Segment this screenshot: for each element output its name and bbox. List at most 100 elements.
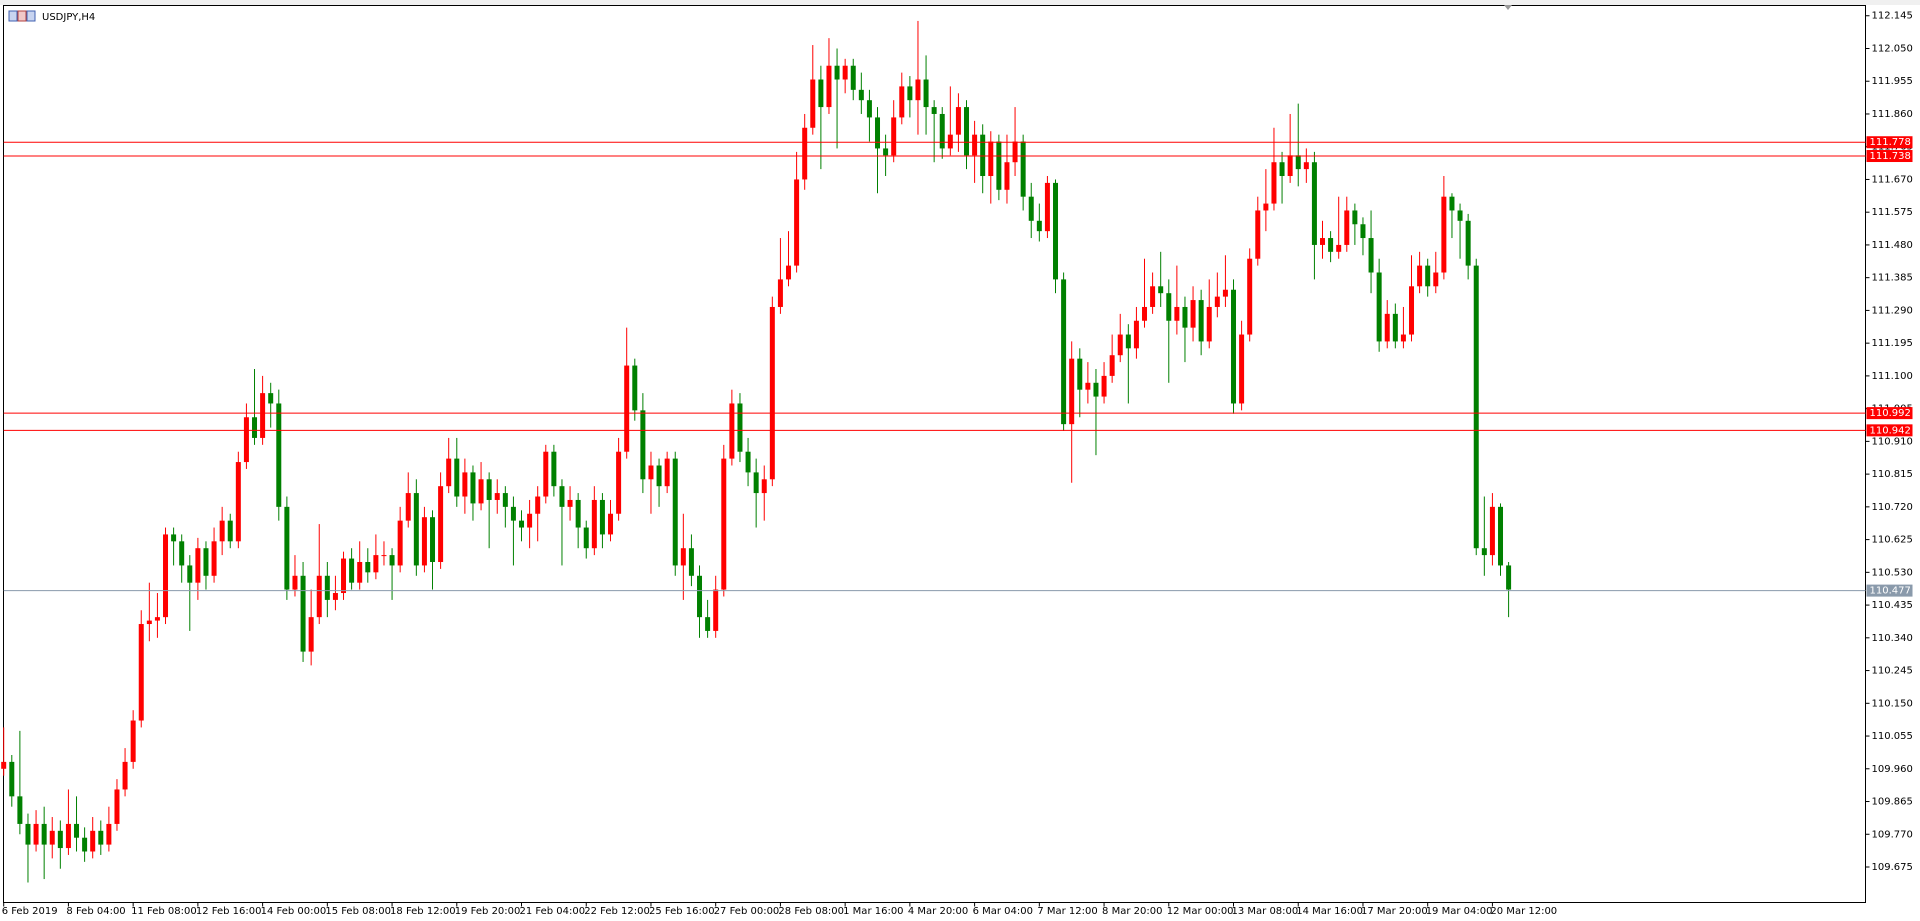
candle-body <box>575 499 581 528</box>
candle-body <box>17 796 23 824</box>
candle-body <box>947 134 953 149</box>
y-tick-label: 110.055 <box>1872 731 1913 742</box>
candle-body <box>57 830 63 849</box>
candle-body <box>324 575 330 600</box>
candle-body <box>1392 313 1398 342</box>
candle-body <box>850 65 856 90</box>
x-tick-label: 7 Mar 12:00 <box>1037 906 1097 917</box>
y-tick-label: 109.770 <box>1872 829 1913 840</box>
candle-body <box>656 465 662 487</box>
candle-body <box>1020 141 1026 197</box>
candle-body <box>1222 289 1228 297</box>
candle-body <box>33 823 39 845</box>
candle-body <box>438 486 444 562</box>
candle-body <box>842 65 848 80</box>
candle-body <box>923 79 929 108</box>
candle-body <box>454 458 460 497</box>
candle-body <box>1093 382 1099 397</box>
candle-body <box>664 458 670 487</box>
candle-body <box>276 403 282 507</box>
candle-body <box>349 558 355 583</box>
candle-body <box>891 117 897 156</box>
candle-body <box>1449 196 1455 211</box>
x-tick-label: 6 Feb 2019 <box>2 906 58 917</box>
candle-body <box>1465 220 1471 266</box>
candle-body <box>187 565 193 583</box>
y-tick-label: 111.955 <box>1872 76 1913 87</box>
x-tick-label: 14 Mar 16:00 <box>1296 906 1363 917</box>
candle-body <box>1125 334 1131 349</box>
candle-body <box>1101 375 1107 397</box>
y-tick-label: 110.625 <box>1872 535 1913 546</box>
candle-body <box>608 513 614 535</box>
candle-body <box>1368 238 1374 273</box>
candle-body <box>292 575 298 590</box>
candle-body <box>1028 196 1034 221</box>
candle-body <box>1158 286 1164 294</box>
y-tick-label: 109.865 <box>1872 797 1913 808</box>
level-line-label-bg <box>1866 407 1913 420</box>
candle-body <box>599 499 605 535</box>
candle-body <box>559 486 565 507</box>
y-tick-label: 111.670 <box>1872 174 1913 185</box>
x-tick-label: 12 Mar 00:00 <box>1167 906 1234 917</box>
candle-body <box>907 86 913 101</box>
candle-body <box>915 79 921 101</box>
current-price-line-label: 110.477 <box>1870 586 1911 597</box>
candle-body <box>268 393 274 404</box>
candle-body <box>972 134 978 156</box>
candle-body <box>430 517 436 562</box>
y-tick-label: 110.815 <box>1872 469 1913 480</box>
candle-body <box>486 479 492 500</box>
candle-body <box>138 624 144 721</box>
y-tick-label: 111.100 <box>1872 371 1913 382</box>
candle-body <box>1239 334 1245 404</box>
candle-body <box>1457 210 1463 221</box>
x-tick-label: 27 Feb 00:00 <box>714 906 780 917</box>
level-line-label: 111.738 <box>1870 151 1911 162</box>
candle-body <box>146 620 152 625</box>
candle-body <box>171 534 177 542</box>
y-tick-label: 110.720 <box>1872 502 1913 513</box>
candle-body <box>543 451 549 497</box>
y-tick-label: 111.575 <box>1872 207 1913 218</box>
candle-body <box>235 462 241 542</box>
candle-body <box>405 493 411 521</box>
candle-body <box>729 403 735 459</box>
candle-body <box>1166 293 1172 321</box>
candle-body <box>745 451 751 473</box>
x-tick-label: 17 Mar 20:00 <box>1361 906 1428 917</box>
candle-body <box>1376 272 1382 342</box>
candle-body <box>616 451 622 514</box>
candle-body <box>179 541 185 566</box>
y-tick-label: 110.910 <box>1872 436 1913 447</box>
candle-body <box>98 830 104 845</box>
candle-body <box>1044 182 1050 232</box>
candle-body <box>955 107 961 135</box>
x-tick-label: 1 Mar 16:00 <box>843 906 903 917</box>
x-tick-label: 8 Mar 20:00 <box>1102 906 1162 917</box>
level-line-label-bg <box>1866 424 1913 437</box>
candle-body <box>365 561 371 573</box>
candle-body <box>1344 210 1350 245</box>
level-line-label: 110.942 <box>1870 425 1911 436</box>
y-tick-label: 110.530 <box>1872 567 1913 578</box>
candle-body <box>713 589 719 631</box>
candle-body <box>252 417 258 438</box>
candle-body <box>1174 306 1180 321</box>
shift-marker <box>1504 5 1512 10</box>
candle-body <box>632 365 638 411</box>
x-tick-label: 19 Mar 04:00 <box>1426 906 1493 917</box>
candle-body <box>462 472 468 497</box>
candle-body <box>154 617 160 621</box>
candle-body <box>1384 313 1390 342</box>
candle-body <box>1352 210 1358 225</box>
candle-body <box>195 548 201 583</box>
level-line-label-bg <box>1866 150 1913 163</box>
candle-body <box>883 148 889 156</box>
candle-body <box>1328 238 1334 252</box>
candle-body <box>1053 182 1059 280</box>
candle-body <box>1506 565 1512 590</box>
